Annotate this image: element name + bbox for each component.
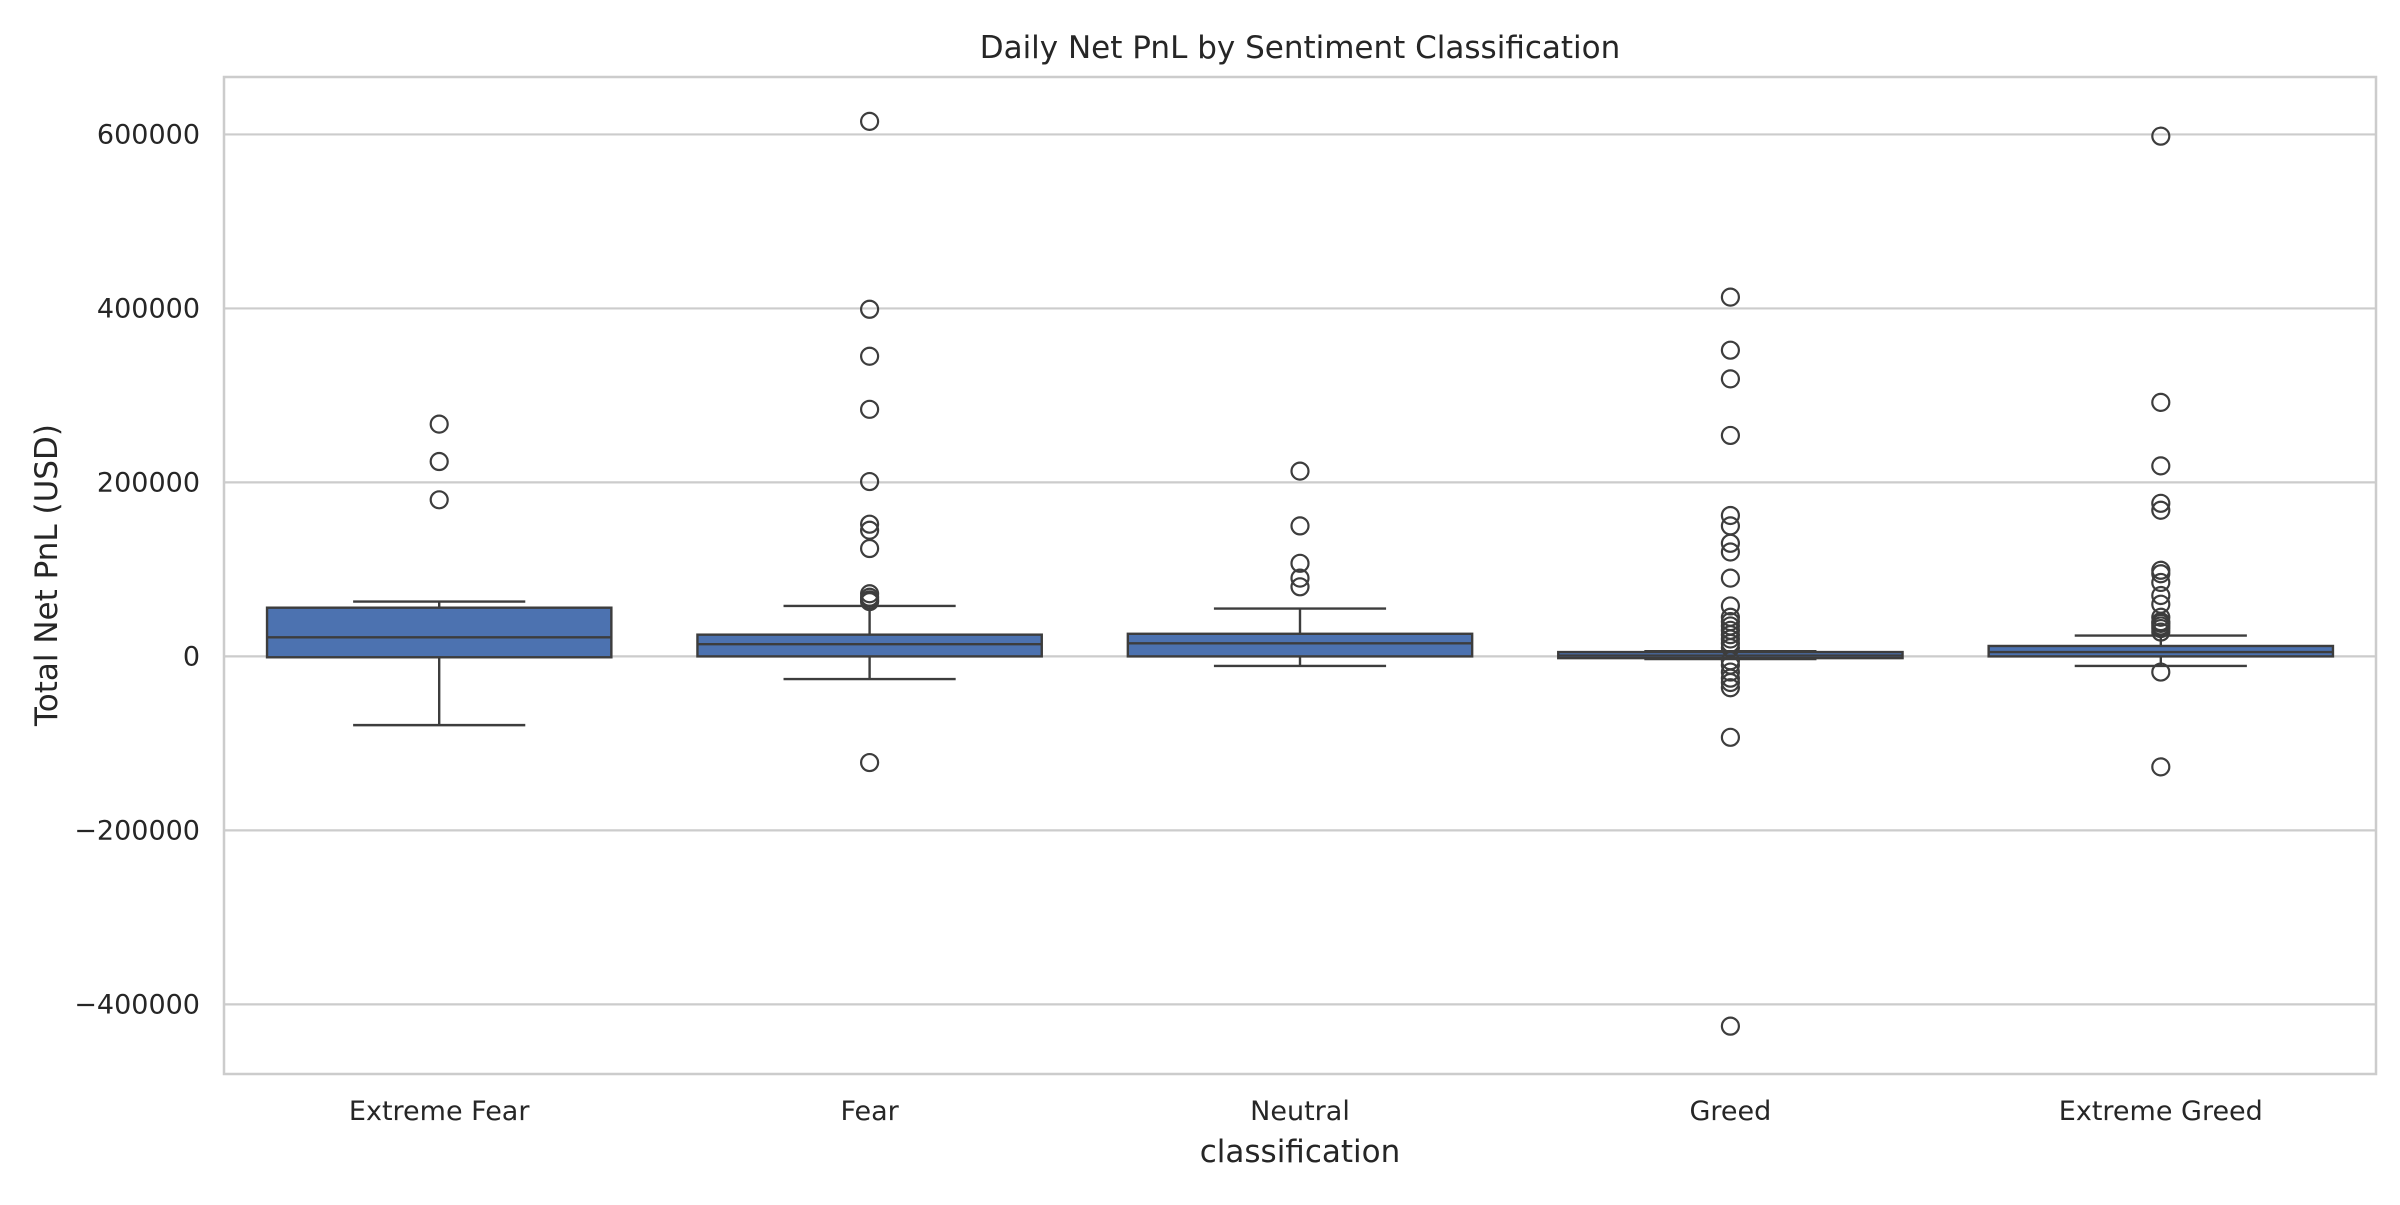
outlier-point bbox=[1720, 662, 1741, 682]
box-series bbox=[265, 600, 2335, 727]
outlier-point bbox=[1290, 577, 1310, 597]
x-tick-label: Extreme Greed bbox=[2059, 1096, 2263, 1127]
outlier-point bbox=[859, 111, 880, 131]
outlier-point bbox=[859, 299, 880, 319]
outlier-point bbox=[859, 591, 880, 612]
outlier-point bbox=[1720, 425, 1741, 446]
outlier-point bbox=[1720, 505, 1741, 526]
outlier-point bbox=[2151, 585, 2171, 606]
y-tick-label: 400000 bbox=[97, 293, 200, 324]
y-tick-label: 600000 bbox=[97, 119, 200, 150]
outlier-point bbox=[859, 538, 880, 559]
outlier-point bbox=[1290, 568, 1310, 588]
outlier-point bbox=[859, 399, 880, 419]
outlier-point bbox=[429, 414, 449, 434]
x-tick-label: Greed bbox=[1690, 1096, 1772, 1127]
y-axis-ticks: −400000 −200000 0 200000 400000 600000 bbox=[74, 119, 200, 1020]
outlier-point bbox=[1720, 516, 1741, 536]
box-iqr bbox=[696, 633, 1043, 658]
outlier-point bbox=[1720, 340, 1741, 360]
outlier-point bbox=[2151, 572, 2171, 593]
outlier-point bbox=[2151, 662, 2171, 682]
outlier-points bbox=[429, 111, 2171, 1036]
x-tick-label: Neutral bbox=[1250, 1096, 1350, 1127]
x-axis-ticks: Extreme Fear Fear Neutral Greed Extreme Gree… bbox=[349, 1096, 2263, 1127]
y-tick-label: −400000 bbox=[74, 989, 200, 1020]
outlier-point bbox=[2151, 392, 2171, 412]
outlier-point bbox=[1290, 461, 1310, 481]
y-tick-label: 200000 bbox=[97, 467, 200, 498]
outlier-point bbox=[1290, 516, 1310, 536]
outlier-point bbox=[859, 471, 880, 492]
y-axis-title: Total Net PnL (USD) bbox=[29, 424, 65, 727]
outlier-point bbox=[429, 490, 449, 510]
x-tick-label: Extreme Fear bbox=[349, 1096, 530, 1127]
x-tick-label: Fear bbox=[840, 1096, 899, 1127]
outlier-point bbox=[2151, 493, 2171, 513]
outlier-point bbox=[2151, 757, 2171, 777]
outlier-point bbox=[1720, 672, 1741, 693]
outlier-point bbox=[2151, 456, 2171, 476]
outlier-point bbox=[859, 752, 880, 773]
x-axis-title: classification bbox=[1200, 1134, 1401, 1170]
outlier-point bbox=[859, 346, 880, 366]
outlier-point bbox=[859, 514, 880, 534]
box-iqr bbox=[1126, 632, 1474, 658]
box-group bbox=[265, 600, 613, 727]
outlier-point bbox=[1720, 542, 1741, 562]
outlier-point bbox=[1720, 678, 1741, 698]
outlier-point bbox=[1290, 553, 1310, 573]
outlier-point bbox=[2151, 564, 2171, 584]
y-tick-label: −200000 bbox=[74, 815, 200, 846]
outlier-point bbox=[1720, 568, 1741, 588]
y-tick-label: 0 bbox=[183, 641, 200, 672]
chart-title: Daily Net PnL by Sentiment Classificatio… bbox=[980, 30, 1621, 66]
outlier-point bbox=[2151, 622, 2171, 642]
outlier-point bbox=[429, 451, 449, 472]
box-iqr bbox=[265, 606, 613, 659]
outlier-point bbox=[2151, 126, 2171, 146]
outlier-point bbox=[1720, 533, 1741, 553]
outlier-point bbox=[1720, 1016, 1741, 1036]
outlier-point bbox=[1720, 596, 1741, 616]
outlier-point bbox=[1720, 287, 1741, 307]
outlier-point bbox=[859, 520, 880, 540]
plot-frame bbox=[222, 75, 2378, 1076]
box-group bbox=[1126, 607, 1474, 668]
outlier-point bbox=[1720, 727, 1741, 747]
box-group bbox=[696, 604, 1043, 681]
outlier-point bbox=[2151, 500, 2171, 520]
outlier-point bbox=[1720, 369, 1741, 389]
